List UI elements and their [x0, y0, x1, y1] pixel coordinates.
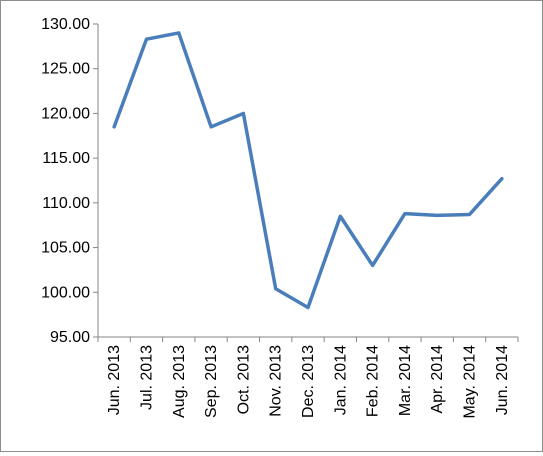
- x-tick-label: Aug. 2013: [171, 345, 188, 418]
- x-tick-label: Oct. 2013: [235, 345, 252, 414]
- y-tick-label: 105.00: [41, 240, 90, 257]
- x-tick-label: Sep. 2013: [203, 345, 220, 418]
- x-tick-label: Jun. 2013: [106, 345, 123, 415]
- x-tick-label: Mar. 2014: [397, 345, 414, 416]
- y-tick-label: 110.00: [42, 195, 90, 212]
- series-group: [114, 33, 502, 308]
- x-tick-label: Jan. 2014: [332, 345, 349, 415]
- y-tick-label: 125.00: [41, 61, 90, 78]
- y-tick-label: 130.00: [41, 16, 90, 33]
- x-tick-label: Apr. 2014: [429, 345, 446, 414]
- x-tick-label: Nov. 2013: [268, 345, 285, 417]
- x-tick-label: Jun. 2014: [494, 345, 511, 415]
- y-tick-label: 115.00: [42, 150, 90, 167]
- x-tick-label: Dec. 2013: [300, 345, 317, 418]
- y-tick-label: 120.00: [41, 105, 90, 122]
- x-tick-label: May. 2014: [462, 345, 479, 419]
- y-tick-label: 100.00: [41, 284, 90, 301]
- series-line: [114, 33, 502, 308]
- x-axis-ticks: Jun. 2013 Jul. 2013 Aug. 2013 Sep. 2013 Oct.…: [98, 337, 518, 419]
- y-axis-ticks: 95.00 100.00 105.00 110.00 115.00 120.00 125.0…: [41, 16, 98, 346]
- y-tick-label: 95.00: [50, 329, 90, 346]
- x-tick-label: Feb. 2014: [365, 345, 382, 417]
- x-tick-label: Jul. 2013: [138, 345, 155, 410]
